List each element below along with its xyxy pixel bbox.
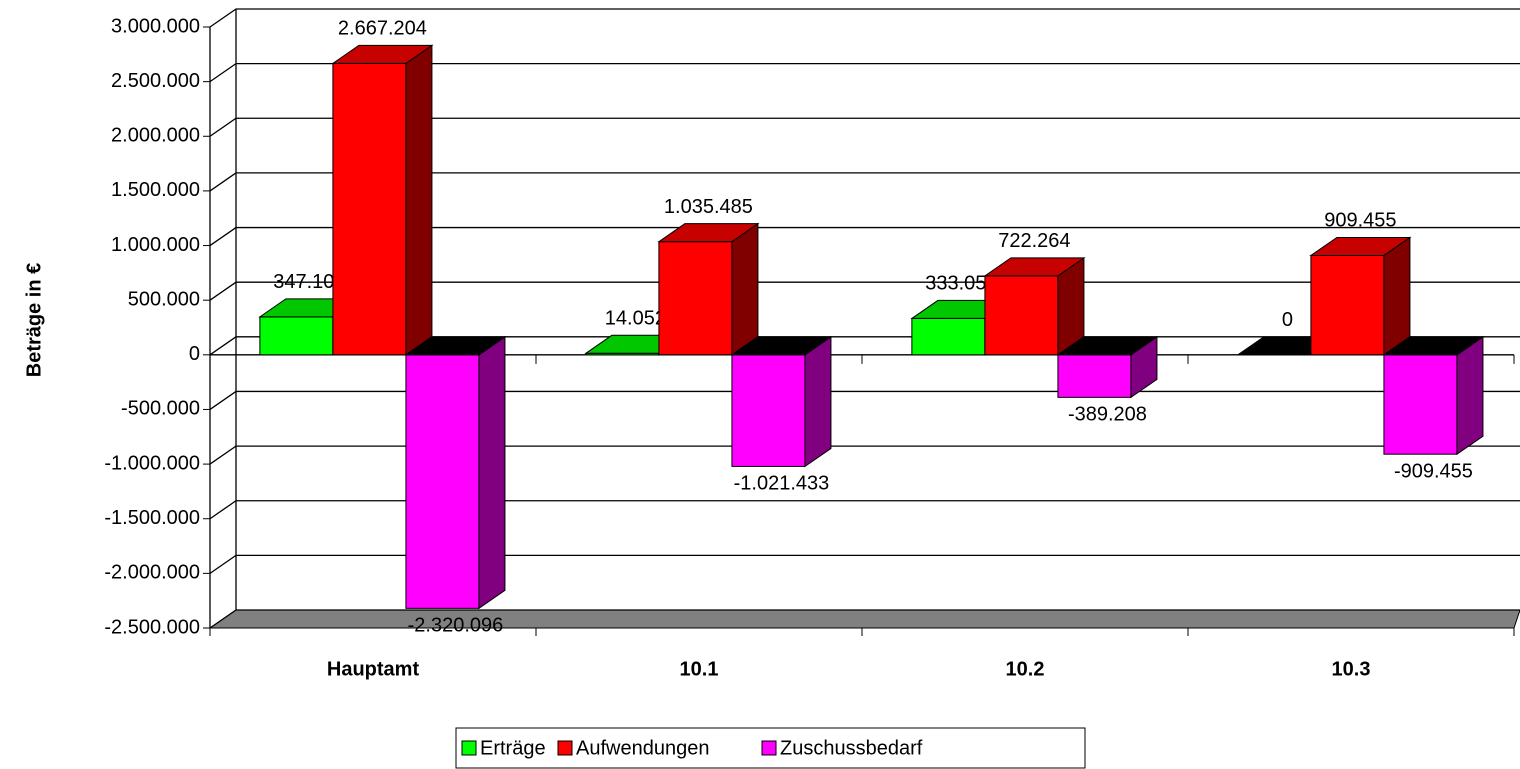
x-tick-label: 10.1 bbox=[680, 658, 719, 680]
y-tick-label: 3.000.000 bbox=[111, 15, 200, 37]
data-label: 722.264 bbox=[998, 230, 1070, 252]
bar-top bbox=[983, 257, 1086, 277]
data-label: -389.208 bbox=[1068, 404, 1147, 426]
data-label: -909.455 bbox=[1394, 460, 1473, 482]
bar-top bbox=[730, 336, 833, 356]
bar-side bbox=[1456, 335, 1484, 456]
legend-swatch bbox=[557, 740, 573, 756]
y-tick-label: 500.000 bbox=[128, 288, 200, 310]
y-tick-label: 0 bbox=[189, 343, 200, 365]
bar-side bbox=[1383, 236, 1411, 356]
bar bbox=[658, 241, 733, 356]
data-label: 347.108 bbox=[273, 271, 345, 293]
bar-top bbox=[331, 44, 434, 64]
bar-side bbox=[405, 44, 433, 356]
bar-side bbox=[804, 335, 832, 468]
legend-label: Zuschussbedarf bbox=[780, 737, 923, 759]
legend-swatch bbox=[761, 740, 777, 756]
data-label: -1.021.433 bbox=[734, 473, 830, 495]
data-label: 14.052 bbox=[605, 308, 666, 330]
floor bbox=[208, 609, 1520, 629]
bar-side bbox=[478, 335, 506, 610]
y-tick-label: 1.000.000 bbox=[111, 234, 200, 256]
legend-swatch bbox=[461, 740, 477, 756]
y-axis-title: Beträge in € bbox=[23, 263, 45, 377]
y-tick-label: 1.500.000 bbox=[111, 179, 200, 201]
data-label: 909.455 bbox=[1324, 210, 1396, 232]
legend-label: Erträge bbox=[480, 737, 546, 759]
x-tick-label: 10.2 bbox=[1006, 658, 1045, 680]
y-tick-label: 2.500.000 bbox=[111, 70, 200, 92]
bar bbox=[984, 275, 1059, 356]
x-tick-label: Hauptamt bbox=[327, 658, 420, 680]
x-tick-label: 10.3 bbox=[1332, 658, 1371, 680]
data-label: 0 bbox=[1282, 309, 1293, 331]
y-tick-label: -1.500.000 bbox=[104, 507, 200, 529]
y-tick-label: -2.000.000 bbox=[104, 562, 200, 584]
bar-top bbox=[1309, 236, 1412, 256]
y-tick-label: -1.000.000 bbox=[104, 452, 200, 474]
bar-top bbox=[657, 223, 760, 243]
data-label: 1.035.485 bbox=[664, 196, 753, 218]
bar bbox=[1057, 354, 1132, 398]
bar bbox=[911, 317, 986, 356]
y-tick-label: -500.000 bbox=[121, 398, 200, 420]
data-label: -2.320.096 bbox=[408, 615, 504, 637]
bar-top bbox=[1382, 336, 1485, 356]
bar bbox=[731, 354, 806, 467]
bar-side bbox=[731, 222, 759, 356]
bar bbox=[332, 62, 407, 356]
bar bbox=[1310, 254, 1385, 356]
data-label: 333.056 bbox=[925, 273, 997, 295]
bar bbox=[405, 354, 480, 609]
legend-label: Aufwendungen bbox=[576, 737, 709, 759]
bar bbox=[1383, 354, 1458, 455]
bar-top bbox=[1056, 336, 1159, 356]
data-label: 2.667.204 bbox=[338, 18, 427, 40]
bar-top bbox=[404, 336, 507, 356]
y-tick-label: -2.500.000 bbox=[104, 616, 200, 638]
y-tick-label: 2.000.000 bbox=[111, 125, 200, 147]
bar bbox=[259, 316, 334, 356]
